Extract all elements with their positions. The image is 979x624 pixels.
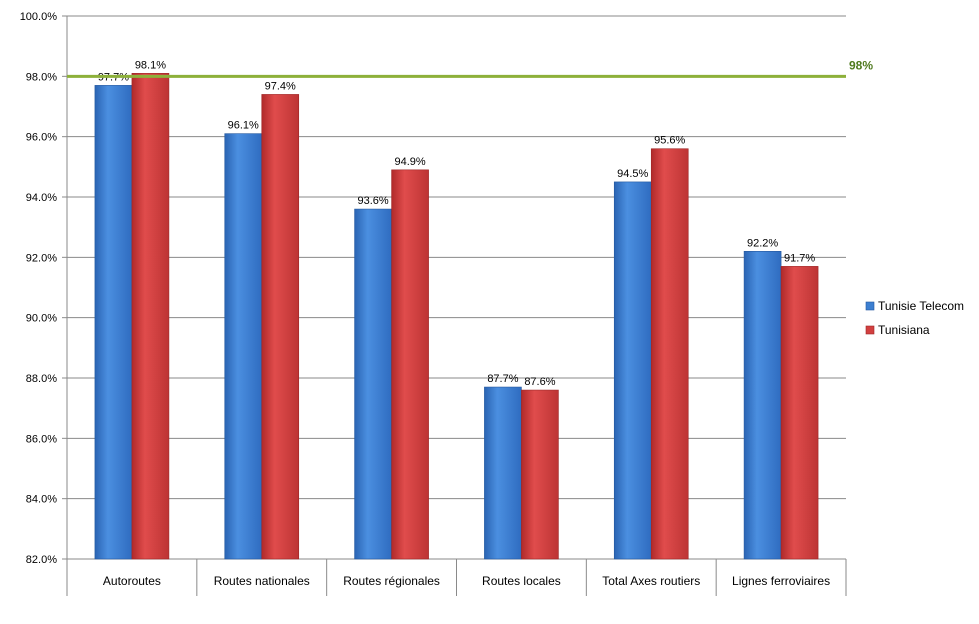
data-label: 96.1% xyxy=(228,120,259,132)
bar-tunisiana xyxy=(391,169,429,560)
y-tick-label: 92.0% xyxy=(26,252,57,264)
y-tick-label: 98.0% xyxy=(26,71,57,83)
legend-swatch xyxy=(865,301,875,311)
y-tick-label: 86.0% xyxy=(26,433,57,445)
reference-line-label: 98% xyxy=(849,58,873,72)
legend-label: Tunisiana xyxy=(878,323,930,337)
data-label: 94.5% xyxy=(617,168,648,180)
x-category-label: Autoroutes xyxy=(103,574,161,588)
x-category-label: Routes locales xyxy=(482,574,561,588)
x-category-label: Routes nationales xyxy=(214,574,310,588)
data-label: 93.6% xyxy=(357,195,388,207)
y-tick-label: 94.0% xyxy=(26,192,57,204)
y-tick-label: 90.0% xyxy=(26,313,57,325)
x-category-label: Total Axes routiers xyxy=(602,574,700,588)
bar-tunisie-telecom xyxy=(354,208,392,560)
x-category-label: Lignes ferroviaires xyxy=(732,574,830,588)
y-tick-label: 100.0% xyxy=(20,11,58,23)
y-tick-label: 96.0% xyxy=(26,132,57,144)
bar-tunisiana xyxy=(780,266,819,560)
data-label: 91.7% xyxy=(784,252,815,264)
gridlines xyxy=(67,15,846,560)
bar-tunisiana xyxy=(261,94,300,560)
bar-tunisiana xyxy=(650,148,689,560)
data-label: 95.6% xyxy=(654,135,685,147)
data-label: 97.4% xyxy=(265,80,296,92)
data-label: 87.6% xyxy=(524,376,555,388)
bar-tunisie-telecom xyxy=(743,251,782,560)
data-label: 98.1% xyxy=(135,59,166,71)
data-label: 87.7% xyxy=(487,373,518,385)
legend-label: Tunisie Telecom xyxy=(878,299,964,313)
bar-tunisie-telecom xyxy=(94,85,133,560)
data-labels: 97.7%98.1%96.1%97.4%93.6%94.9%87.7%87.6%… xyxy=(98,59,816,388)
reference-line-group: 98% xyxy=(67,58,873,78)
bar-tunisiana xyxy=(521,389,559,560)
y-tick-label: 88.0% xyxy=(26,373,57,385)
data-label: 94.9% xyxy=(394,156,425,168)
bar-tunisiana xyxy=(131,73,170,560)
y-tick-label: 82.0% xyxy=(26,554,57,566)
legend-swatch xyxy=(865,325,875,335)
bars xyxy=(94,73,819,560)
x-category-label: Routes régionales xyxy=(343,574,440,588)
y-tick-label: 84.0% xyxy=(26,494,57,506)
legend: Tunisie Telecom Tunisiana xyxy=(865,299,964,337)
bar-tunisie-telecom xyxy=(224,133,263,560)
axes: 82.0% 84.0% 86.0% 88.0% 90.0% 92.0% 94.0% 96.0%… xyxy=(20,11,847,596)
data-label: 92.2% xyxy=(747,237,778,249)
bar-tunisie-telecom xyxy=(484,386,522,560)
bar-tunisie-telecom xyxy=(613,181,652,560)
